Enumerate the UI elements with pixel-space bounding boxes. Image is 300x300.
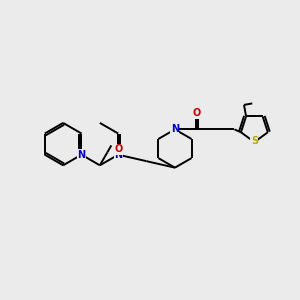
Text: O: O	[114, 144, 122, 154]
Text: N: N	[114, 150, 122, 160]
Text: N: N	[171, 124, 179, 134]
Text: S: S	[251, 136, 258, 146]
Text: O: O	[192, 109, 200, 118]
Text: N: N	[77, 150, 86, 160]
